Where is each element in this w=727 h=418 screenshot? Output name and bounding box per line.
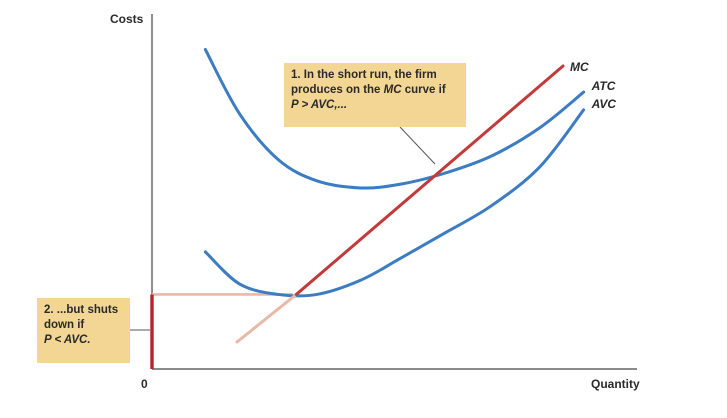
annotation-text: P > AVC,... xyxy=(291,99,348,111)
annotation-line: produces on the MC curve if xyxy=(291,83,459,98)
annotation-text: MC xyxy=(383,84,402,96)
annotation-shut-down: 2. ...but shuts down if P < AVC. xyxy=(37,298,130,363)
annotation-line: 1. In the short run, the firm xyxy=(291,68,459,83)
mc-curve xyxy=(294,64,565,296)
annotation-text: produces on the xyxy=(291,84,384,96)
annotation-text: 2. ...but shuts xyxy=(44,304,119,316)
annotation-line: P > AVC,... xyxy=(291,98,459,113)
curve-labels: ATC AVC MC xyxy=(570,60,616,111)
x-axis-label: Quantity xyxy=(591,377,640,391)
annotation-line: P < AVC. xyxy=(44,333,123,348)
annotation-text: 1. In the short run, the firm xyxy=(291,69,437,81)
mc-label: MC xyxy=(570,60,589,74)
annotation-pointer-mc xyxy=(399,126,436,165)
atc-label: ATC xyxy=(591,79,616,93)
annotation-line: down if xyxy=(44,318,123,333)
avc-curve xyxy=(203,108,586,298)
avc-label: AVC xyxy=(591,97,617,111)
y-axis-label: Costs xyxy=(110,12,144,26)
annotation-line: 2. ...but shuts xyxy=(44,303,123,318)
annotation-text: curve if xyxy=(401,84,446,96)
atc-curve xyxy=(203,48,586,190)
annotation-text: down if xyxy=(44,319,85,331)
mc-curve-below-shutdown xyxy=(235,292,298,344)
curves xyxy=(203,48,586,344)
annotation-produce-on-mc: 1. In the short run, the firm produces on… xyxy=(284,63,466,127)
annotation-text: P < AVC. xyxy=(44,334,91,346)
origin-label: 0 xyxy=(141,377,148,391)
